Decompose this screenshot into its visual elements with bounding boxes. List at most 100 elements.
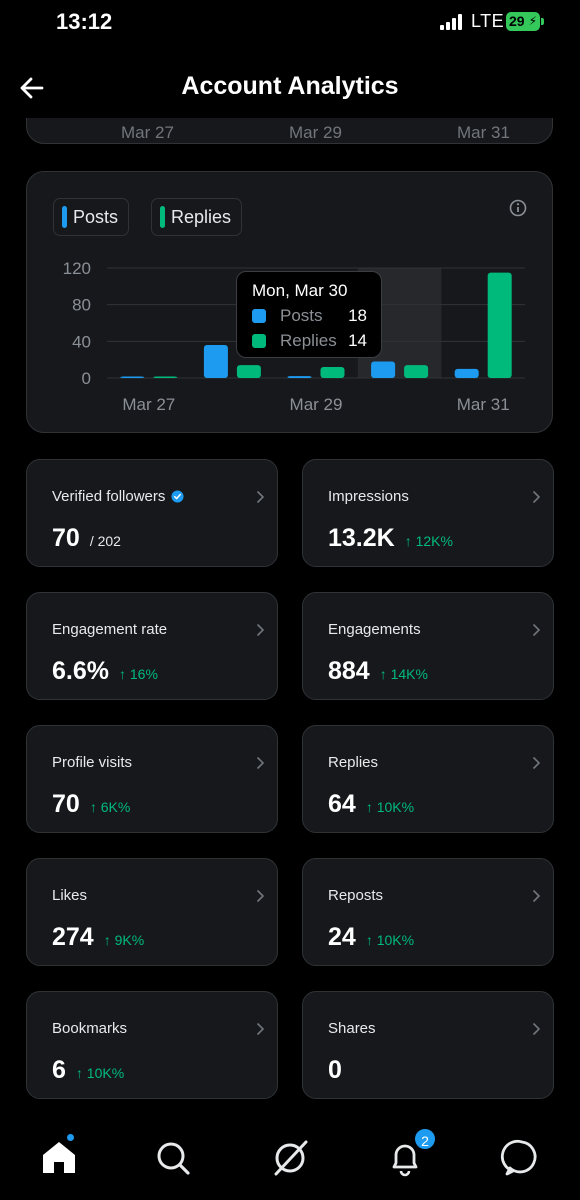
stat-label: Engagements — [328, 621, 421, 638]
stat-delta: ↑ 16% — [118, 666, 158, 682]
stat-value: 64 — [328, 790, 356, 818]
bar-replies — [487, 272, 512, 378]
stat-value: 13.2K — [328, 524, 395, 552]
y-tick-label: 120 — [63, 259, 91, 278]
stat-delta: ↑ 9K% — [103, 932, 145, 948]
stat-card-reposts[interactable]: Reposts 24 ↑ 10K% — [302, 858, 554, 966]
stat-value: 70 — [52, 790, 80, 818]
chevron-right-icon — [532, 623, 541, 637]
chevron-right-icon — [256, 490, 265, 504]
stat-delta: ↑ 12K% — [404, 533, 453, 549]
bar-replies — [153, 376, 178, 378]
search-icon[interactable] — [151, 1136, 195, 1180]
bottom-tab-bar: 2 — [0, 1118, 580, 1200]
stat-card-shares[interactable]: Shares 0 — [302, 991, 554, 1099]
tooltip-value: 14 — [348, 331, 367, 350]
chevron-right-icon — [532, 889, 541, 903]
y-tick-label: 0 — [82, 369, 91, 388]
chevron-right-icon — [532, 1022, 541, 1036]
y-tick-label: 80 — [72, 296, 91, 315]
stat-card-verified-followers[interactable]: Verified followers 70 / 202 — [26, 459, 278, 567]
stat-card-likes[interactable]: Likes 274 ↑ 9K% — [26, 858, 278, 966]
home-unread-dot — [66, 1133, 75, 1142]
prev-x-label: Mar 31 — [457, 123, 510, 142]
tooltip-value: 18 — [348, 306, 367, 325]
prev-x-label: Mar 29 — [289, 123, 342, 142]
tooltip-row-posts: Posts 18 — [252, 306, 372, 326]
chevron-right-icon — [532, 490, 541, 504]
chevron-right-icon — [256, 756, 265, 770]
battery-icon: 29 ⚡ — [506, 12, 540, 31]
stat-label: Profile visits — [52, 754, 133, 771]
stat-card-bookmarks[interactable]: Bookmarks 6 ↑ 10K% — [26, 991, 278, 1099]
stat-label: Shares — [328, 1020, 376, 1037]
messages-icon[interactable] — [500, 1136, 544, 1180]
stat-label: Engagement rate — [52, 621, 168, 638]
info-icon[interactable] — [508, 198, 528, 218]
notification-count-badge: 2 — [413, 1127, 437, 1151]
chart-tooltip: Mon, Mar 30 Posts 18 Replies 14 — [236, 271, 382, 358]
bar-replies — [320, 367, 345, 378]
stat-label: Replies — [328, 754, 379, 771]
stat-card-engagement-rate[interactable]: Engagement rate 6.6% ↑ 16% — [26, 592, 278, 700]
stat-card-replies[interactable]: Replies 64 ↑ 10K% — [302, 725, 554, 833]
bar-posts — [203, 345, 228, 378]
back-arrow-icon[interactable] — [14, 70, 50, 106]
tooltip-swatch — [252, 334, 266, 348]
legend-swatch — [62, 206, 67, 228]
x-tick-label: Mar 27 — [122, 395, 175, 414]
battery-level: 29 — [509, 13, 525, 29]
signal-icon — [440, 14, 464, 30]
legend-posts[interactable]: Posts — [53, 198, 130, 236]
home-icon[interactable] — [37, 1136, 81, 1180]
stat-label: Bookmarks — [52, 1020, 128, 1037]
stat-label: Impressions — [328, 488, 409, 505]
posts-replies-chart-card: Posts Replies 120 80 40 0 Mar 27 Mar 29 Mar 31… — [26, 171, 553, 433]
stat-card-impressions[interactable]: Impressions 13.2K ↑ 12K% — [302, 459, 554, 567]
previous-chart-card: Mar 27 Mar 29 Mar 31 — [26, 118, 553, 144]
stat-value: 24 — [328, 923, 356, 951]
network-type: LTE — [471, 11, 505, 31]
stat-value: 6 — [52, 1056, 66, 1084]
x-tick-label: Mar 31 — [457, 395, 510, 414]
tooltip-label: Replies — [280, 331, 337, 350]
bar-posts — [454, 368, 479, 378]
tooltip-swatch — [252, 309, 266, 323]
stat-card-profile-visits[interactable]: Profile visits 70 ↑ 6K% — [26, 725, 278, 833]
stat-delta: ↑ 14K% — [379, 666, 428, 682]
chevron-right-icon — [532, 756, 541, 770]
verified-badge-icon — [171, 490, 184, 503]
status-time: 13:12 — [56, 9, 113, 34]
stat-label: Likes — [52, 887, 88, 904]
stat-delta: ↑ 10K% — [365, 799, 415, 815]
chevron-right-icon — [256, 889, 265, 903]
stat-delta: ↑ 10K% — [365, 932, 415, 948]
chevron-right-icon — [256, 623, 265, 637]
grok-icon[interactable] — [268, 1136, 312, 1180]
legend-label: Posts — [73, 206, 119, 227]
stat-value: 70 — [52, 524, 80, 552]
bar-replies — [236, 365, 261, 378]
tooltip-title: Mon, Mar 30 — [252, 281, 348, 300]
stat-value: 884 — [328, 657, 370, 685]
legend-label: Replies — [171, 206, 232, 227]
legend-swatch — [160, 206, 165, 228]
analytics-scroll-area[interactable]: Mar 27 Mar 29 Mar 31 Posts Replies 120 80… — [0, 118, 580, 1118]
bar-replies — [404, 365, 429, 378]
stat-total: / 202 — [89, 533, 121, 549]
stat-delta: ↑ 10K% — [75, 1065, 125, 1081]
tooltip-row-replies: Replies 14 — [252, 331, 372, 351]
tooltip-label: Posts — [280, 306, 323, 325]
chevron-right-icon — [256, 1022, 265, 1036]
legend-replies[interactable]: Replies — [151, 198, 243, 236]
y-tick-label: 40 — [72, 332, 91, 351]
stat-label: Reposts — [328, 887, 384, 904]
stat-value: 6.6% — [52, 657, 109, 685]
stat-card-engagements[interactable]: Engagements 884 ↑ 14K% — [302, 592, 554, 700]
stat-delta: ↑ 6K% — [89, 799, 131, 815]
prev-x-label: Mar 27 — [121, 123, 174, 142]
header: Account Analytics — [0, 60, 580, 118]
bell-icon[interactable] — [383, 1136, 427, 1180]
stat-value: 274 — [52, 923, 94, 951]
status-bar: 13:12 LTE 29 ⚡ — [0, 0, 580, 48]
